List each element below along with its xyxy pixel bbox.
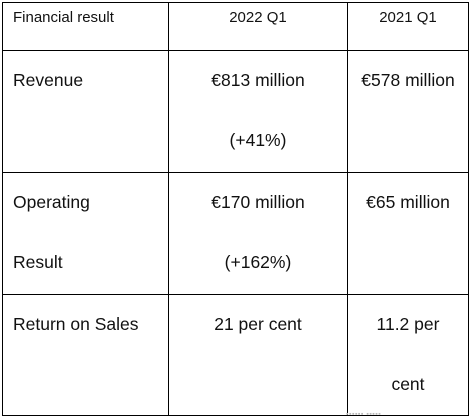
watermark-smudge: ▪▪▪▪▪▪ ▪▪▪▪▪	[346, 411, 382, 418]
table-row-operating-result: Operating Result €170 million (+162%) €6…	[2, 172, 469, 295]
table-row-return-on-sales: Return on Sales 21 per cent 11.2 per cen…	[2, 294, 469, 416]
header-2021-q1: 2021 Q1	[379, 9, 437, 26]
header-cell-financial-result: Financial result	[2, 2, 169, 51]
financial-results-table: Financial result 2022 Q1 2021 Q1 Revenue…	[2, 2, 469, 416]
label-cell-revenue: Revenue	[2, 50, 169, 173]
header-cell-2022-q1: 2022 Q1	[168, 2, 348, 51]
operating-result-2021-value: €65 million	[366, 192, 450, 212]
header-cell-2021-q1: 2021 Q1	[347, 2, 469, 51]
value-cell-revenue-2021: €578 million	[347, 50, 469, 173]
value-cell-operating-result-2022: €170 million (+162%)	[168, 172, 348, 295]
value-cell-operating-result-2021: €65 million	[347, 172, 469, 295]
row-label-revenue: Revenue	[13, 70, 84, 90]
revenue-2022-value: €813 million (+41%)	[211, 70, 305, 150]
table-row-revenue: Revenue €813 million (+41%) €578 million	[2, 50, 469, 173]
return-on-sales-2021-value: 11.2 per cent	[376, 314, 440, 394]
header-2022-q1: 2022 Q1	[229, 9, 287, 26]
label-cell-return-on-sales: Return on Sales	[2, 294, 169, 416]
value-cell-revenue-2022: €813 million (+41%)	[168, 50, 348, 173]
header-financial-result: Financial result	[13, 9, 114, 26]
row-label-operating-result: Operating Result	[13, 192, 90, 272]
value-cell-return-on-sales-2022: 21 per cent	[168, 294, 348, 416]
row-label-return-on-sales: Return on Sales	[13, 314, 139, 334]
revenue-2021-value: €578 million	[361, 70, 455, 90]
return-on-sales-2022-value: 21 per cent	[214, 314, 302, 334]
operating-result-2022-value: €170 million (+162%)	[211, 192, 305, 272]
value-cell-return-on-sales-2021: 11.2 per cent	[347, 294, 469, 416]
label-cell-operating-result: Operating Result	[2, 172, 169, 295]
header-row: Financial result 2022 Q1 2021 Q1	[2, 2, 469, 51]
